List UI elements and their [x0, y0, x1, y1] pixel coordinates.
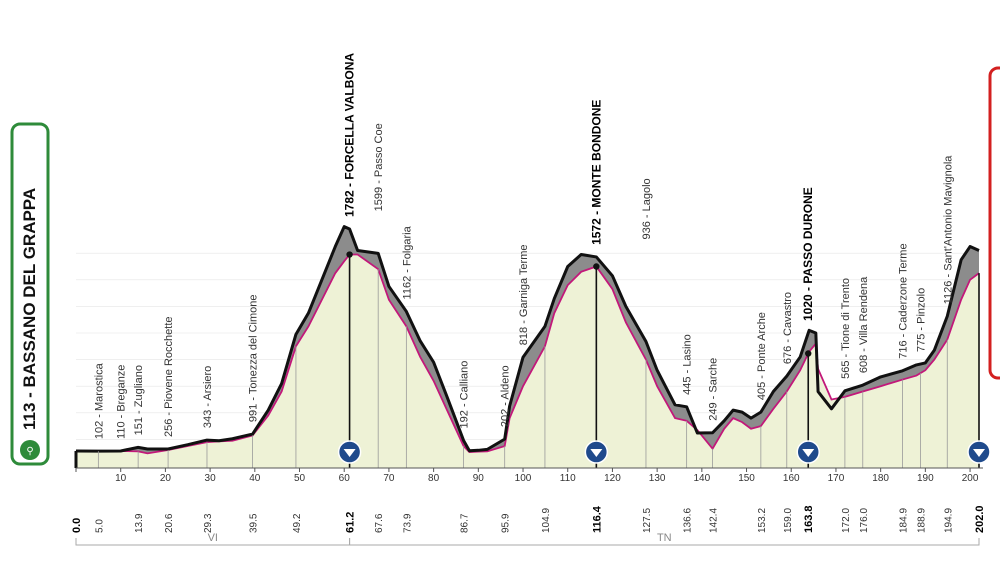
waypoint-label: 991 - Tonezza del Cimone — [248, 294, 260, 422]
waypoint-label: 151 - Zugliano — [133, 365, 145, 435]
km-tick-label: 40 — [249, 473, 261, 484]
waypoint-label: 676 - Cavastro — [782, 292, 794, 364]
chevron-down-icon — [802, 449, 815, 457]
distance-label: 86.7 — [460, 513, 471, 533]
road-line — [75, 253, 980, 455]
start-separator: - — [20, 387, 39, 402]
ridge-outline — [75, 225, 980, 453]
distance-label: 142.4 — [709, 508, 720, 533]
km-tick-label: 140 — [693, 473, 710, 484]
km-tick-label: 80 — [428, 473, 440, 484]
distance-label: 0.0 — [71, 518, 83, 533]
bicycle-icon — [20, 440, 40, 460]
gpm-markers-layer — [337, 440, 991, 464]
distance-label: 188.9 — [916, 508, 927, 533]
distance-label: 95.9 — [501, 513, 512, 533]
waypoint-label: 110 - Breganze — [116, 365, 128, 439]
region-label: VI — [208, 532, 218, 544]
km-tick-label: 90 — [473, 473, 485, 484]
start-name: BASSANO DEL GRAPPA — [20, 188, 39, 388]
distance-label: 39.5 — [249, 513, 260, 533]
chevron-down-icon — [590, 449, 603, 457]
km-tick-label: 70 — [383, 473, 395, 484]
distance-label: 29.3 — [203, 513, 214, 533]
waypoint-label: 249 - Sarche — [708, 358, 720, 421]
waypoint-label: 716 - Caderzone Terme — [898, 243, 910, 358]
chevron-down-icon — [343, 449, 356, 457]
km-tick-label: 200 — [962, 473, 979, 484]
distance-label: 61.2 — [345, 512, 357, 533]
distance-label: 184.9 — [899, 508, 910, 533]
finish-badge — [988, 66, 1000, 380]
bicycle-glyph: ⚲ — [26, 446, 33, 457]
start-badge: ⚲ 113 - BASSANO DEL GRAPPA — [10, 122, 50, 466]
chevron-down-icon — [973, 449, 985, 457]
distance-label: 104.9 — [541, 508, 552, 533]
waypoint-label: 608 - Villa Rendena — [858, 276, 870, 373]
start-elevation-name: 113 - BASSANO DEL GRAPPA — [20, 188, 39, 430]
distance-label: 159.0 — [783, 508, 794, 533]
waypoint-labels-layer: 102 - Marostica 110 - Breganze 151 - Zugli… — [93, 53, 954, 439]
waypoint-label: 1782 - FORCELLA VALBONA — [343, 53, 357, 217]
distance-label: 136.6 — [683, 508, 694, 533]
profile-fill — [76, 254, 979, 468]
waypoint-droplines — [75, 254, 980, 468]
distance-label: 163.8 — [803, 505, 815, 533]
waypoint-label: 1599 - Passo Coe — [373, 123, 385, 211]
km-tick-label: 120 — [604, 473, 621, 484]
start-elevation: 113 — [20, 403, 39, 430]
waypoint-label: 256 - Piovene Rocchette — [163, 317, 175, 437]
distance-label: 153.2 — [757, 508, 768, 533]
summit-dot — [593, 263, 600, 270]
km-axis-layer: 10 20 30 40 50 60 70 80 90 100 110 120 130 140 150 160 1… — [75, 467, 983, 484]
waypoint-label: 818 - Garniga Terme — [518, 245, 530, 346]
distance-label: 73.9 — [402, 513, 413, 533]
region-brackets-layer: VI TN — [75, 532, 980, 546]
region-label: TN — [657, 532, 672, 544]
distance-label: 127.5 — [642, 508, 653, 533]
region-bracket — [349, 538, 980, 546]
km-tick-label: 60 — [339, 473, 351, 484]
km-tick-label: 170 — [828, 473, 845, 484]
distance-label: 13.9 — [134, 513, 145, 533]
waypoint-label: 1020 - PASSO DURONE — [801, 187, 815, 321]
waypoint-label: 936 - Lagolo — [641, 178, 653, 239]
summit-dot — [346, 251, 353, 258]
waypoint-label: 405 - Ponte Arche — [756, 312, 768, 400]
distance-labels-layer: 0.0 5.0 13.9 20.6 29.3 39.5 49.2 61.2 67.6 73.9 86… — [71, 505, 986, 533]
waypoint-label: 775 - Pinzolo — [915, 288, 927, 352]
km-tick-label: 30 — [205, 473, 217, 484]
distance-label: 67.6 — [374, 513, 385, 533]
waypoint-label: 102 - Marostica — [93, 362, 105, 439]
km-tick-label: 160 — [783, 473, 800, 484]
waypoint-label: 565 - Tione di Trento — [840, 278, 852, 379]
waypoint-label: 192 - Calliano — [459, 361, 471, 429]
km-tick-label: 50 — [294, 473, 306, 484]
waypoint-label: 1572 - MONTE BONDONE — [589, 100, 603, 245]
waypoint-label: 1162 - Folgaria — [401, 225, 413, 299]
waypoint-label: 343 - Arsiero — [202, 366, 214, 428]
km-tick-label: 180 — [872, 473, 889, 484]
waypoint-label: 445 - Lasino — [682, 334, 694, 395]
distance-label: 176.0 — [859, 508, 870, 533]
km-tick-label: 10 — [115, 473, 127, 484]
km-tick-label: 110 — [560, 473, 576, 484]
waypoint-label: 1126 - Sant'Antonio Mavignola — [942, 155, 954, 305]
distance-label: 172.0 — [841, 508, 852, 533]
km-tick-label: 130 — [649, 473, 666, 484]
distance-label: 202.0 — [974, 505, 986, 533]
distance-label: 20.6 — [164, 513, 175, 533]
distance-label: 49.2 — [292, 513, 303, 533]
km-tick-label: 100 — [515, 473, 532, 484]
km-tick-label: 190 — [917, 473, 934, 484]
km-tick-label: 150 — [738, 473, 755, 484]
distance-label: 116.4 — [591, 505, 603, 533]
waypoint-label: 202 - Aldeno — [500, 365, 512, 427]
distance-label: 194.9 — [943, 508, 954, 533]
summit-dot — [805, 350, 812, 357]
distance-label: 5.0 — [94, 519, 105, 533]
km-tick-label: 20 — [160, 473, 172, 484]
